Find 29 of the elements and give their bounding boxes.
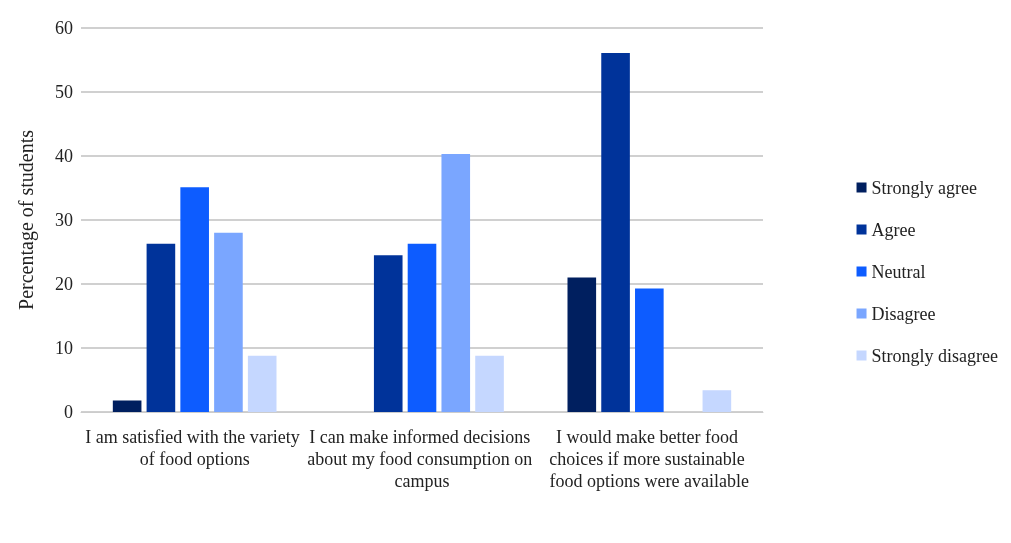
bar [601,52,630,412]
legend-label: Agree [871,219,916,240]
y-tick-label: 50 [55,82,73,102]
bar [112,400,142,412]
bar [702,390,732,412]
bar [441,154,471,412]
y-tick-label: 20 [55,274,73,294]
y-axis-title: Percentage of students [15,129,38,310]
bar [567,277,597,412]
bar [247,355,277,412]
y-tick-label: 0 [64,402,73,422]
bar [407,243,437,412]
legend-label: Disagree [871,303,936,324]
bar [373,255,403,412]
bar [180,187,209,412]
y-tick-label: 10 [55,338,73,358]
y-tick-label: 60 [55,18,73,38]
bar [635,288,664,412]
y-tick-label: 30 [55,210,73,230]
bar [146,243,176,412]
x-tick-label: I would make better food choices if more sustainable food options were available [549,427,750,491]
bar [214,232,243,412]
x-tick-label: I am satisfied with the variety of food options [85,427,305,469]
legend-label: Strongly agree [871,177,977,198]
x-tick-label: I can make informed decisions about my food consumption on campus [307,427,537,491]
bar [475,355,504,412]
legend-label: Strongly disagree [871,345,999,366]
legend-label: Neutral [871,261,926,282]
y-tick-label: 40 [55,146,73,166]
